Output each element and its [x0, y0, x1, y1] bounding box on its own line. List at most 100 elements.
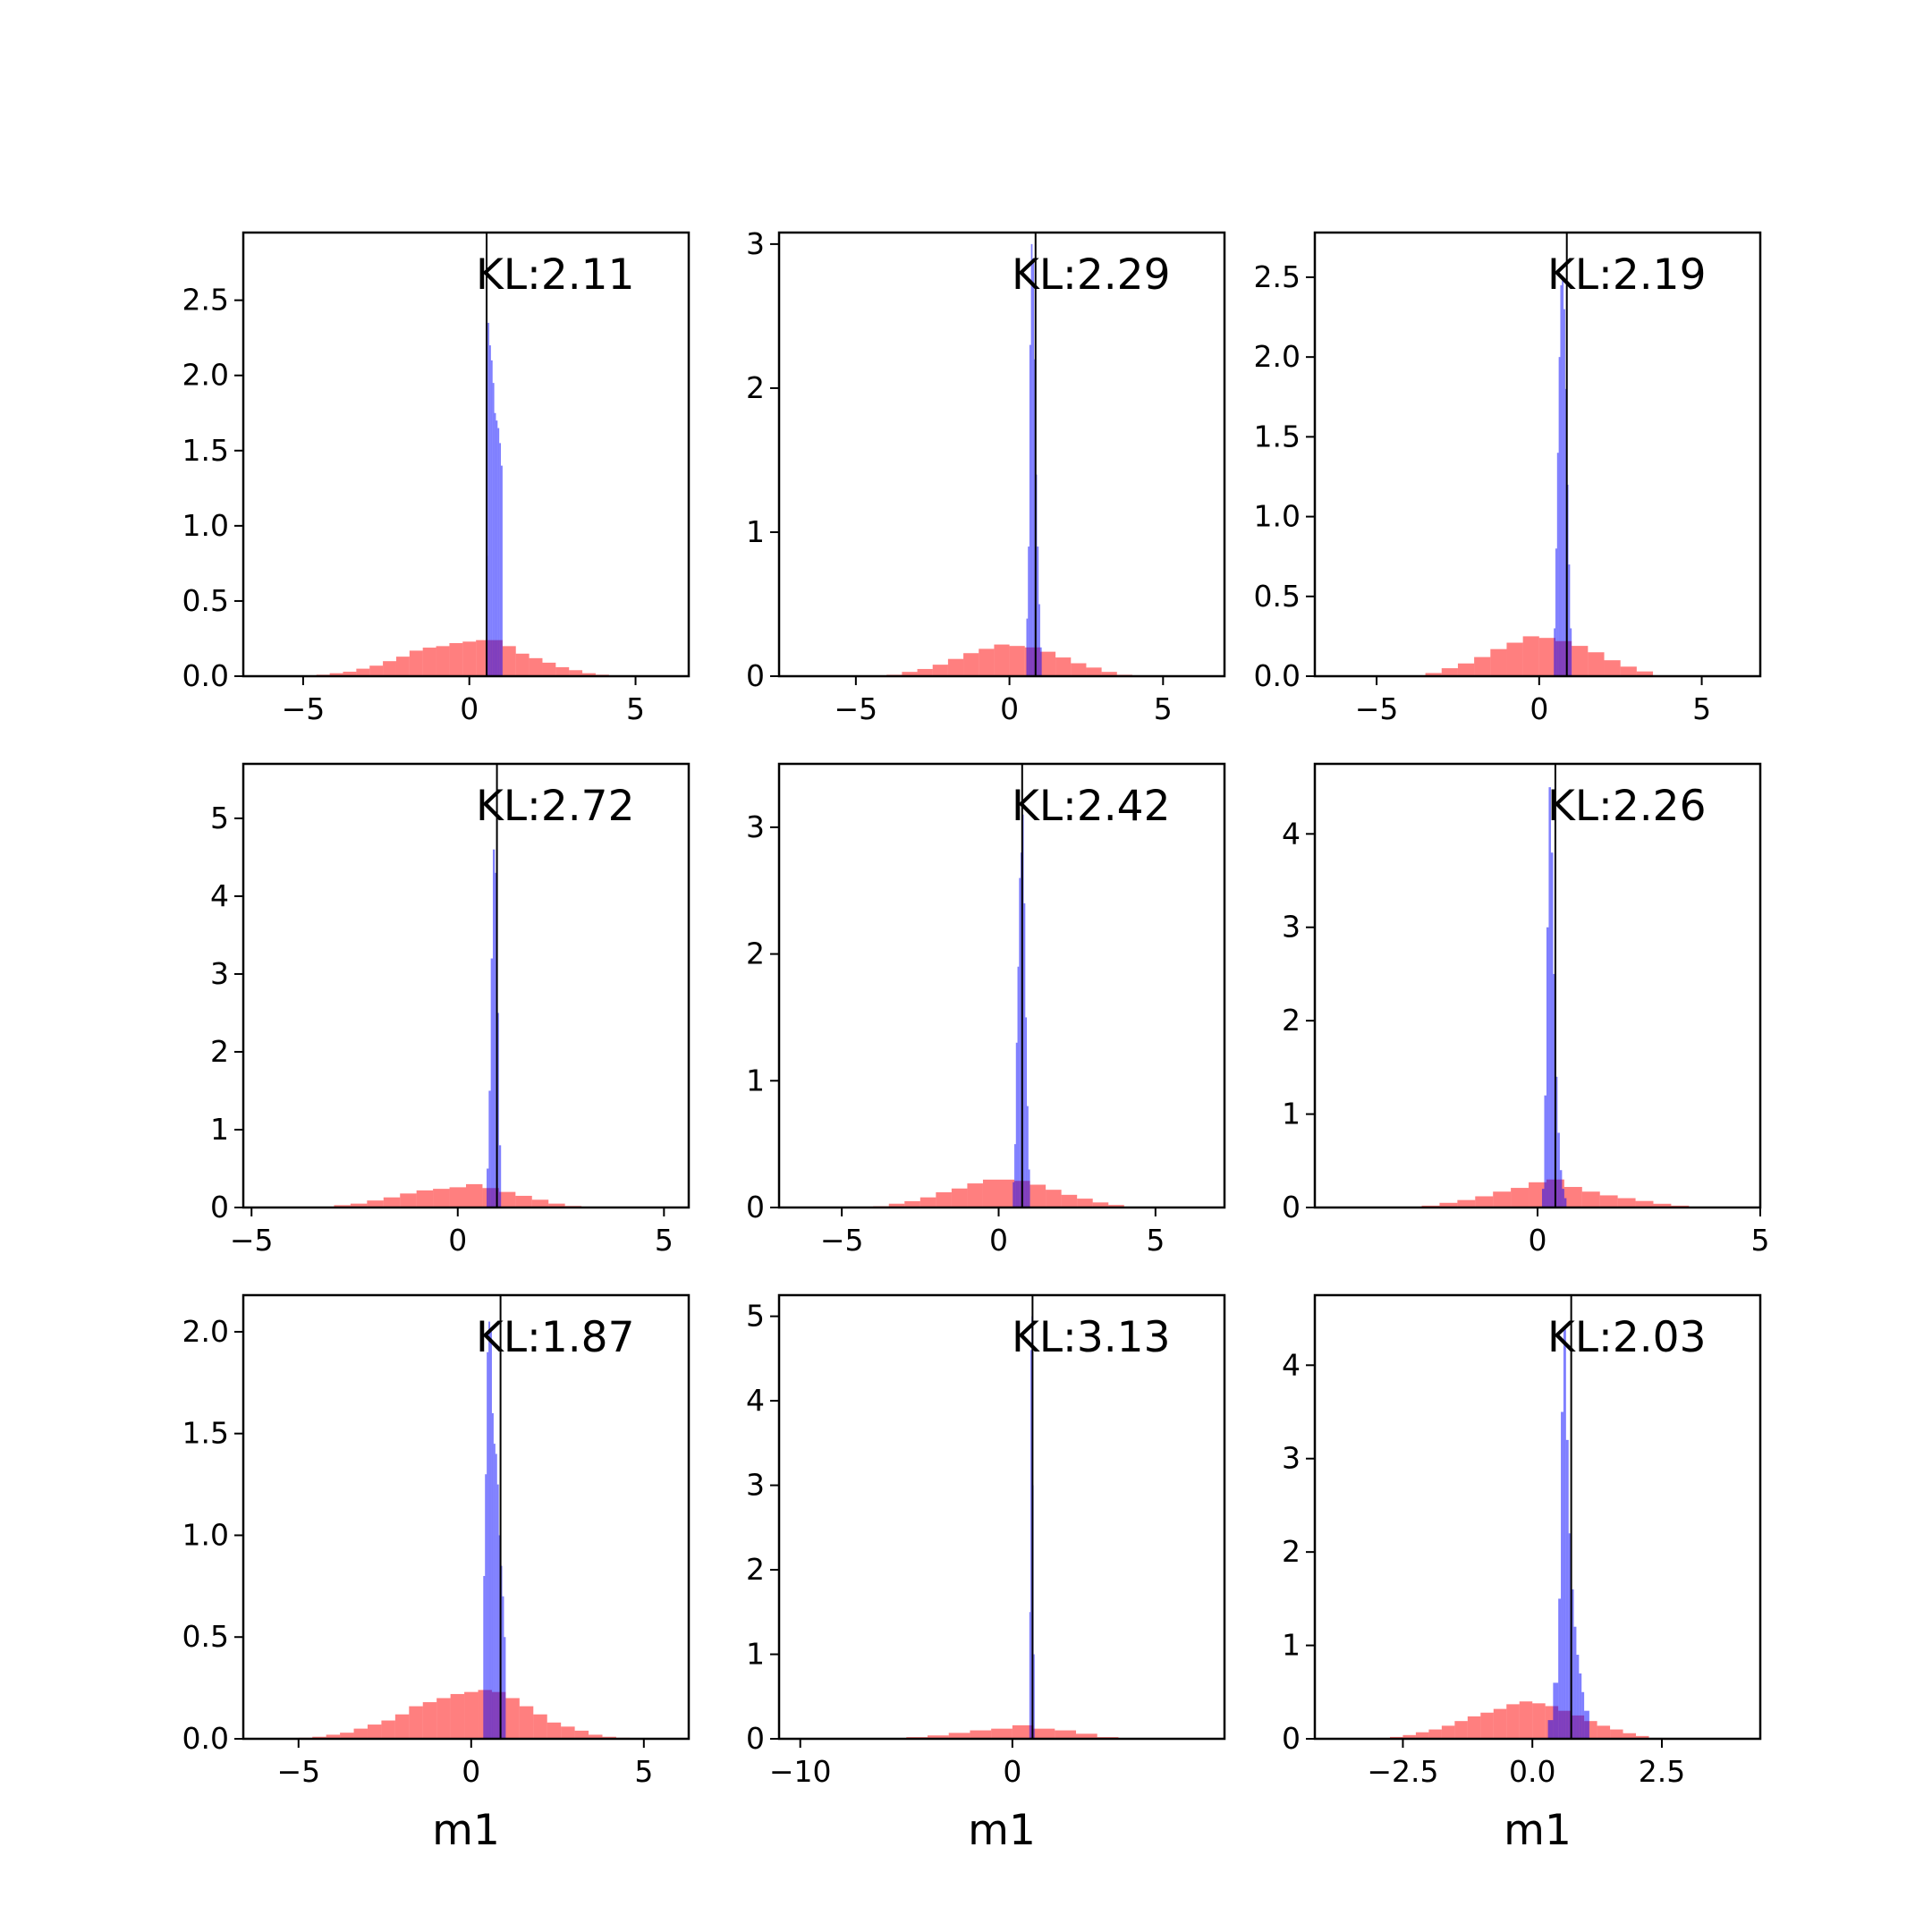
posterior-histogram-bar: [1559, 1170, 1563, 1208]
prior-histogram-bar: [1588, 652, 1605, 676]
y-tick-label: 2.5: [182, 283, 229, 318]
y-tick-label: 1.0: [182, 508, 229, 543]
x-tick-label: 5: [1751, 1223, 1770, 1258]
subplot-1: −5 0 5 0.0 0.5 1.0 1.5 2.0 2.5 KL:2.11: [182, 231, 691, 726]
axes-frame: [777, 1293, 1226, 1741]
posterior-histogram-bar: [487, 322, 490, 676]
prior-histogram-bar: [1061, 1194, 1078, 1208]
posterior-histogram-bar: [1550, 852, 1554, 1208]
prior-histogram-bar: [409, 650, 423, 676]
y-tick-label: 1.0: [182, 1517, 229, 1552]
posterior-histogram-bar: [1546, 927, 1549, 1208]
plot-area: [906, 1295, 1119, 1739]
prior-histogram-bar: [533, 1714, 547, 1739]
prior-histogram-bar: [1480, 1712, 1494, 1739]
y-tick-label: 2.0: [1254, 339, 1301, 374]
posterior-histogram-bar: [496, 1484, 499, 1739]
prior-histogram-bar: [1077, 1199, 1093, 1208]
x-tick-label: 0: [1003, 1754, 1021, 1789]
prior-histogram-bar: [502, 646, 516, 676]
posterior-histogram-bar: [1556, 453, 1559, 676]
prior-histogram-bar: [409, 1706, 423, 1739]
prior-histogram-bar: [1441, 668, 1458, 676]
posterior-histogram-bar: [1028, 547, 1030, 676]
y-tick-label: 2: [210, 1034, 229, 1069]
prior-histogram-bar: [1428, 1729, 1442, 1739]
x-tick-label: 0: [1530, 691, 1548, 726]
x-tick-label: −5: [820, 1223, 864, 1258]
subplot-5: −5 0 5 0 1 2 3 KL:2.42: [746, 762, 1226, 1258]
kl-annotation: KL:1.87: [476, 1313, 635, 1362]
posterior-histogram-bar: [1541, 1189, 1545, 1208]
prior-histogram-bar: [1402, 1734, 1416, 1739]
posterior-histogram-bar: [1025, 1017, 1028, 1208]
prior-histogram-bar: [1030, 1184, 1046, 1208]
posterior-histogram-bar: [1032, 258, 1035, 676]
subplot-2: −5 0 5 0 1 2 3 KL:2.29: [746, 226, 1226, 726]
prior-histogram-bar: [947, 658, 964, 676]
prior-histogram-bar: [1490, 648, 1507, 676]
subplot-7: −5 0 5 0.0 0.5 1.0 1.5 2.0 KL:1.87 m1: [182, 1293, 691, 1855]
posterior-histogram-bar: [490, 958, 493, 1208]
posterior-histogram-bar: [1553, 1682, 1559, 1739]
y-tick-label: 3: [746, 1468, 765, 1503]
x-tick-label: 0: [462, 1754, 480, 1789]
prior-histogram-bar: [383, 1197, 401, 1208]
prior-histogram-bar: [1522, 636, 1539, 676]
posterior-histogram-bar: [483, 1575, 486, 1739]
posterior-histogram-bar: [1570, 628, 1572, 676]
prior-histogram-bar: [970, 1730, 992, 1739]
prior-histogram-bar: [569, 670, 583, 676]
prior-histogram-bar: [464, 1691, 479, 1739]
posterior-histogram-bar: [493, 1444, 496, 1739]
posterior-histogram-bar: [1029, 344, 1031, 676]
prior-histogram-bar: [531, 1199, 549, 1208]
y-tick-label: 1: [746, 514, 765, 549]
prior-histogram-bar: [449, 1187, 466, 1208]
prior-histogram-bar: [515, 653, 530, 676]
prior-histogram-bar: [1108, 1205, 1124, 1208]
prior-histogram-bar: [1415, 1732, 1429, 1739]
prior-histogram-bar: [1046, 1190, 1062, 1208]
x-tick-label: −2.5: [1367, 1754, 1438, 1789]
prior-histogram-bar: [353, 1728, 368, 1739]
posterior-histogram-bar: [1030, 243, 1033, 676]
y-tick-label: 3: [210, 956, 229, 991]
prior-histogram-bar: [904, 1200, 920, 1208]
prior-histogram-bar: [1009, 646, 1025, 676]
posterior-histogram-bar: [1015, 1042, 1018, 1208]
posterior-histogram-bar: [490, 1331, 492, 1739]
x-tick-label: 0: [1529, 1223, 1547, 1258]
x-axis-label: m1: [1504, 1806, 1572, 1855]
prior-histogram-bar: [1012, 1724, 1034, 1739]
posterior-histogram-bar: [1565, 1439, 1569, 1739]
prior-histogram-bar: [1506, 642, 1523, 676]
prior-histogram-bar: [967, 1183, 983, 1208]
prior-histogram-bar: [1086, 667, 1102, 676]
prior-histogram-bar: [1055, 1730, 1076, 1739]
prior-histogram-bar: [383, 661, 396, 676]
posterior-histogram-bar: [1560, 284, 1563, 676]
posterior-histogram-bar: [1037, 547, 1039, 676]
x-tick-label: 0: [448, 1223, 467, 1258]
plot-area: [302, 233, 636, 676]
prior-histogram-bar: [1581, 1191, 1600, 1208]
posterior-histogram-bar: [492, 849, 496, 1208]
x-tick-label: 5: [655, 1223, 674, 1258]
y-tick-label: 1: [746, 1063, 765, 1097]
subplot-6: 0 5 0 1 2 3 4 KL:2.26: [1282, 762, 1770, 1258]
x-tick-label: 5: [1146, 1223, 1165, 1258]
prior-histogram-bar: [433, 1189, 450, 1208]
prior-histogram-bar: [1636, 1735, 1649, 1739]
prior-histogram-bar: [917, 668, 933, 676]
prior-histogram-bar: [449, 643, 463, 676]
prior-histogram-bar: [574, 1730, 589, 1739]
y-tick-label: 1: [746, 1637, 765, 1672]
prior-histogram-bar: [1597, 1725, 1611, 1739]
posterior-histogram-bar: [488, 1321, 491, 1739]
posterior-histogram-bar: [1561, 1411, 1563, 1739]
kl-annotation: KL:2.26: [1547, 782, 1707, 831]
kl-annotation: KL:2.03: [1547, 1313, 1707, 1362]
kl-annotation: KL:2.19: [1547, 250, 1707, 300]
